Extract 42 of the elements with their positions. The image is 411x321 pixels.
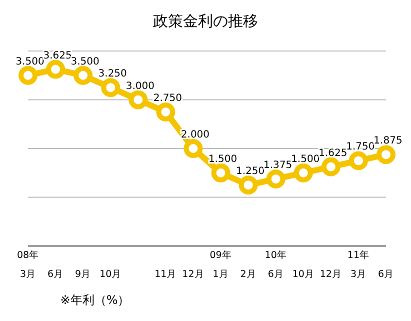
point [128, 90, 148, 110]
x-tick-label: 08年 3月 [16, 249, 40, 280]
point [18, 66, 38, 85]
x-tick-label: 11年 3月 [347, 249, 370, 280]
x-tick-label: 10月 [100, 269, 122, 280]
point [46, 60, 66, 79]
x-tick-label: 12月 [182, 269, 204, 280]
data-label: 1.625 [318, 148, 348, 159]
x-tick-label: 6月 [48, 269, 64, 280]
data-label: 1.500 [208, 154, 238, 165]
data-label: 1.750 [346, 142, 375, 153]
x-tick-label: 09年 1月 [210, 249, 232, 280]
point [74, 66, 93, 85]
point [376, 145, 396, 164]
point [294, 163, 313, 182]
data-label: 3.625 [43, 50, 72, 62]
x-tick-label: 9月 [75, 269, 92, 280]
data-label: 1.500 [291, 154, 320, 165]
point [184, 139, 203, 158]
point [101, 78, 120, 98]
point [266, 169, 286, 188]
x-tick-label: 10月 [292, 269, 314, 280]
x-tick-label: 2月 [240, 269, 256, 280]
chart-title: 政策金利の推移 [153, 12, 258, 30]
data-label: 2.750 [153, 92, 182, 104]
x-tick-label: 12月 [320, 269, 342, 280]
x-tick-label: 11月 [154, 269, 177, 280]
data-label: 1.375 [264, 160, 292, 171]
point [238, 176, 258, 195]
point [321, 157, 340, 176]
x-tick-label: 6月 [378, 269, 394, 280]
point [348, 151, 368, 170]
data-label: 3.250 [98, 68, 127, 80]
data-label: 3.000 [126, 80, 154, 92]
x-tick-label: 10年 6月 [264, 249, 287, 280]
data-label: 1.875 [374, 136, 402, 147]
text: ※年利（%） [60, 293, 130, 307]
data-label: 3.500 [16, 56, 44, 68]
point [211, 163, 230, 182]
data-label: 3.500 [70, 56, 100, 68]
point [156, 102, 176, 122]
data-label: 1.250 [236, 166, 265, 178]
